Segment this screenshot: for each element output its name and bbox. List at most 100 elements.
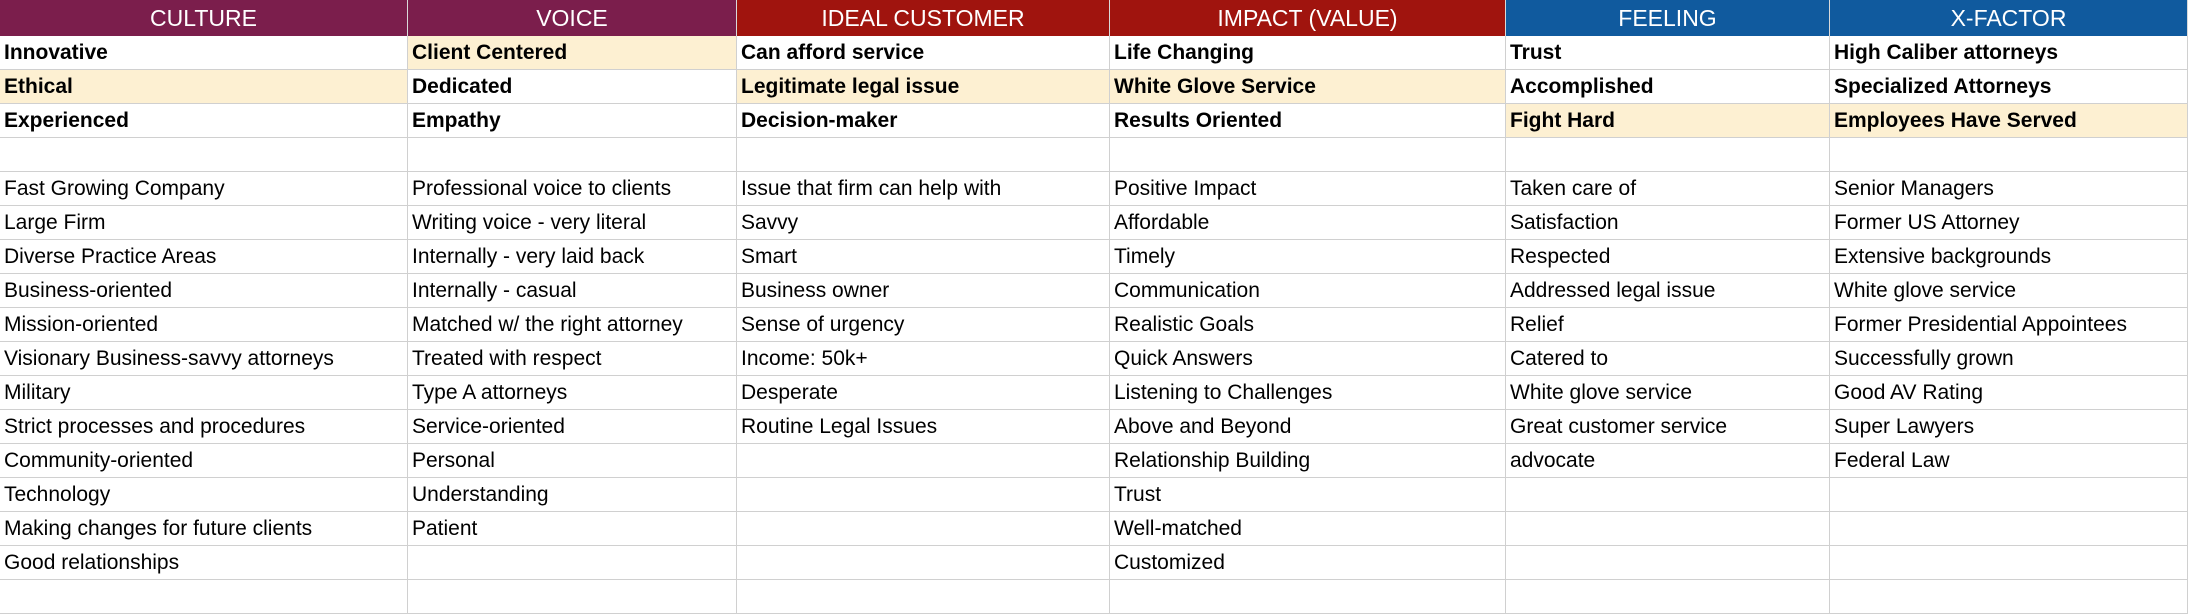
item-cell[interactable]: Above and Beyond [1110, 410, 1506, 444]
empty-cell[interactable] [1506, 580, 1830, 614]
item-cell[interactable]: Trust [1110, 478, 1506, 512]
item-cell[interactable]: Extensive backgrounds [1830, 240, 2188, 274]
item-cell[interactable]: advocate [1506, 444, 1830, 478]
item-cell[interactable]: Good AV Rating [1830, 376, 2188, 410]
item-cell[interactable]: Former US Attorney [1830, 206, 2188, 240]
empty-cell[interactable] [737, 138, 1110, 172]
item-cell[interactable]: Well-matched [1110, 512, 1506, 546]
item-cell[interactable]: Issue that firm can help with [737, 172, 1110, 206]
item-cell[interactable]: Fast Growing Company [0, 172, 408, 206]
empty-cell[interactable] [737, 512, 1110, 546]
empty-cell[interactable] [1830, 546, 2188, 580]
item-cell[interactable]: Listening to Challenges [1110, 376, 1506, 410]
key-cell[interactable]: Ethical [0, 70, 408, 104]
item-cell[interactable]: Internally - casual [408, 274, 737, 308]
item-cell[interactable]: Relief [1506, 308, 1830, 342]
item-cell[interactable]: Desperate [737, 376, 1110, 410]
column-header-feeling[interactable]: FEELING [1506, 0, 1830, 36]
key-cell[interactable]: Trust [1506, 36, 1830, 70]
item-cell[interactable]: Treated with respect [408, 342, 737, 376]
item-cell[interactable]: Satisfaction [1506, 206, 1830, 240]
item-cell[interactable]: Addressed legal issue [1506, 274, 1830, 308]
empty-cell[interactable] [1110, 138, 1506, 172]
item-cell[interactable]: Customized [1110, 546, 1506, 580]
item-cell[interactable]: Income: 50k+ [737, 342, 1110, 376]
item-cell[interactable]: Diverse Practice Areas [0, 240, 408, 274]
empty-cell[interactable] [737, 444, 1110, 478]
item-cell[interactable]: Quick Answers [1110, 342, 1506, 376]
key-cell[interactable]: High Caliber attorneys [1830, 36, 2188, 70]
item-cell[interactable]: Positive Impact [1110, 172, 1506, 206]
key-cell[interactable]: Decision-maker [737, 104, 1110, 138]
empty-cell[interactable] [1830, 580, 2188, 614]
item-cell[interactable]: Matched w/ the right attorney [408, 308, 737, 342]
item-cell[interactable]: Good relationships [0, 546, 408, 580]
item-cell[interactable]: Routine Legal Issues [737, 410, 1110, 444]
item-cell[interactable]: Timely [1110, 240, 1506, 274]
item-cell[interactable]: Business-oriented [0, 274, 408, 308]
item-cell[interactable]: Service-oriented [408, 410, 737, 444]
key-cell[interactable]: Client Centered [408, 36, 737, 70]
item-cell[interactable]: Taken care of [1506, 172, 1830, 206]
key-cell[interactable]: Dedicated [408, 70, 737, 104]
empty-cell[interactable] [1506, 138, 1830, 172]
empty-cell[interactable] [1830, 512, 2188, 546]
item-cell[interactable]: Federal Law [1830, 444, 2188, 478]
item-cell[interactable]: Internally - very laid back [408, 240, 737, 274]
key-cell[interactable]: Employees Have Served [1830, 104, 2188, 138]
empty-cell[interactable] [1506, 546, 1830, 580]
empty-cell[interactable] [408, 546, 737, 580]
item-cell[interactable]: Making changes for future clients [0, 512, 408, 546]
empty-cell[interactable] [737, 478, 1110, 512]
item-cell[interactable]: Technology [0, 478, 408, 512]
column-header-voice[interactable]: VOICE [408, 0, 737, 36]
key-cell[interactable]: Empathy [408, 104, 737, 138]
item-cell[interactable]: Super Lawyers [1830, 410, 2188, 444]
column-header-impact-value[interactable]: IMPACT (VALUE) [1110, 0, 1506, 36]
column-header-ideal-customer[interactable]: IDEAL CUSTOMER [737, 0, 1110, 36]
empty-cell[interactable] [408, 138, 737, 172]
key-cell[interactable]: Specialized Attorneys [1830, 70, 2188, 104]
item-cell[interactable]: Catered to [1506, 342, 1830, 376]
column-header-x-factor[interactable]: X-FACTOR [1830, 0, 2188, 36]
item-cell[interactable]: Understanding [408, 478, 737, 512]
item-cell[interactable]: Community-oriented [0, 444, 408, 478]
item-cell[interactable]: Business owner [737, 274, 1110, 308]
empty-cell[interactable] [0, 138, 408, 172]
item-cell[interactable]: Type A attorneys [408, 376, 737, 410]
key-cell[interactable]: Results Oriented [1110, 104, 1506, 138]
key-cell[interactable]: Life Changing [1110, 36, 1506, 70]
item-cell[interactable]: Successfully grown [1830, 342, 2188, 376]
item-cell[interactable]: Smart [737, 240, 1110, 274]
item-cell[interactable]: Senior Managers [1830, 172, 2188, 206]
item-cell[interactable]: Personal [408, 444, 737, 478]
item-cell[interactable]: Military [0, 376, 408, 410]
item-cell[interactable]: Affordable [1110, 206, 1506, 240]
item-cell[interactable]: Strict processes and procedures [0, 410, 408, 444]
empty-cell[interactable] [1506, 512, 1830, 546]
key-cell[interactable]: Fight Hard [1506, 104, 1830, 138]
item-cell[interactable]: Writing voice - very literal [408, 206, 737, 240]
item-cell[interactable]: Respected [1506, 240, 1830, 274]
column-header-culture[interactable]: CULTURE [0, 0, 408, 36]
item-cell[interactable]: Professional voice to clients [408, 172, 737, 206]
empty-cell[interactable] [0, 580, 408, 614]
key-cell[interactable]: Experienced [0, 104, 408, 138]
empty-cell[interactable] [1506, 478, 1830, 512]
key-cell[interactable]: Accomplished [1506, 70, 1830, 104]
item-cell[interactable]: White glove service [1506, 376, 1830, 410]
item-cell[interactable]: Former Presidential Appointees [1830, 308, 2188, 342]
item-cell[interactable]: Savvy [737, 206, 1110, 240]
empty-cell[interactable] [1110, 580, 1506, 614]
item-cell[interactable]: Relationship Building [1110, 444, 1506, 478]
empty-cell[interactable] [408, 580, 737, 614]
item-cell[interactable]: Realistic Goals [1110, 308, 1506, 342]
key-cell[interactable]: Innovative [0, 36, 408, 70]
item-cell[interactable]: Communication [1110, 274, 1506, 308]
item-cell[interactable]: Patient [408, 512, 737, 546]
key-cell[interactable]: Can afford service [737, 36, 1110, 70]
key-cell[interactable]: Legitimate legal issue [737, 70, 1110, 104]
empty-cell[interactable] [737, 546, 1110, 580]
empty-cell[interactable] [737, 580, 1110, 614]
key-cell[interactable]: White Glove Service [1110, 70, 1506, 104]
